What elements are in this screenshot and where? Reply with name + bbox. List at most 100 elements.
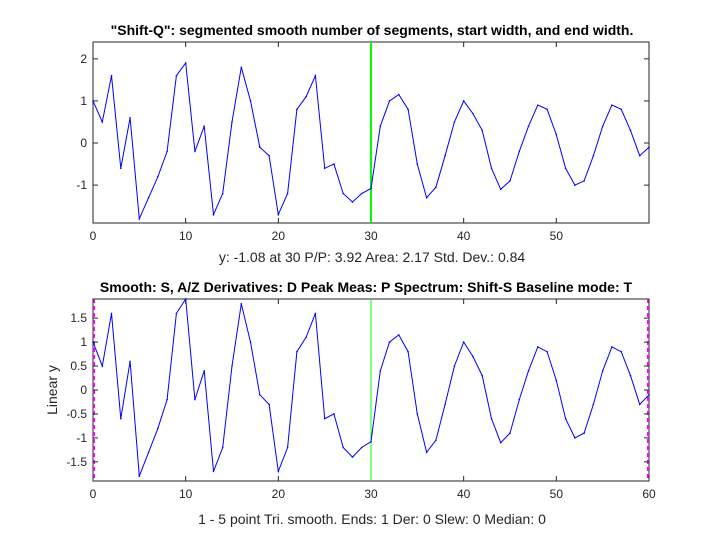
data-point: [194, 150, 196, 153]
x-tick-label: 10: [179, 229, 193, 243]
y-tick-label: 1: [80, 335, 87, 349]
data-point: [546, 350, 548, 353]
data-point: [101, 365, 104, 367]
x-tick-label: 40: [457, 229, 471, 243]
data-point: [333, 413, 335, 415]
data-point: [499, 188, 502, 191]
data-point: [286, 446, 289, 449]
bottom-panel-ticks: 0 10 20 30 40 50 60 -1.5 -1 -0.5 0 0.5 1 1.5: [66, 299, 656, 501]
data-point: [351, 201, 354, 203]
data-point: [110, 312, 113, 315]
data-point: [407, 350, 409, 353]
y-tick-label: 1: [80, 94, 87, 108]
data-point: [490, 417, 493, 420]
data-point: [546, 108, 548, 111]
data-point: [259, 146, 261, 149]
data-point: [286, 192, 289, 195]
data-point: [481, 129, 484, 132]
data-point: [138, 217, 141, 220]
data-point: [638, 403, 641, 406]
data-point: [166, 398, 168, 401]
data-point: [314, 74, 317, 77]
bottom-panel: Smooth: S, A/Z Derivatives: D Peak Meas:…: [44, 279, 656, 527]
data-point: [92, 341, 94, 343]
data-point: [370, 187, 372, 190]
data-point: [453, 365, 456, 367]
data-point: [472, 355, 474, 358]
y-tick-label: -1.5: [66, 455, 87, 469]
data-point: [333, 163, 335, 165]
y-tick-label: 0: [80, 136, 87, 150]
top-panel-stats: y: -1.08 at 30 P/P: 3.92 Area: 2.17 Std.…: [219, 249, 526, 265]
data-point: [527, 370, 530, 372]
x-tick-label: 20: [272, 487, 286, 501]
y-tick-label: -1: [76, 178, 87, 192]
data-point: [323, 417, 326, 420]
data-point: [398, 93, 400, 96]
data-point: [212, 213, 215, 216]
data-point: [537, 104, 539, 106]
data-point: [601, 125, 604, 127]
data-point: [240, 302, 243, 305]
data-point: [166, 150, 168, 153]
x-tick-label: 0: [90, 487, 97, 501]
data-point: [175, 74, 178, 77]
data-point: [416, 163, 419, 165]
data-point: [203, 125, 205, 127]
data-point: [147, 451, 150, 454]
data-point: [231, 121, 233, 123]
data-point: [648, 146, 650, 149]
y-tick-label: 2: [80, 52, 87, 66]
y-tick-label: 1.5: [70, 311, 87, 325]
data-point: [184, 298, 187, 300]
data-point: [370, 440, 372, 443]
data-point: [583, 180, 585, 182]
y-tick-label: -1: [76, 431, 87, 445]
data-point: [120, 417, 122, 420]
data-point: [129, 360, 131, 363]
data-point: [379, 125, 382, 127]
data-point: [537, 346, 539, 348]
data-point: [583, 432, 585, 434]
data-point: [360, 446, 363, 449]
top-panel-ticks: 0 10 20 30 40 50 -1 0 1 2: [76, 42, 649, 243]
data-point: [620, 350, 622, 353]
data-point: [444, 154, 446, 157]
data-point: [203, 370, 205, 372]
data-point: [351, 456, 354, 458]
data-point: [184, 62, 187, 64]
data-point: [509, 432, 511, 434]
data-point: [323, 167, 326, 170]
x-tick-label: 30: [364, 229, 378, 243]
x-tick-label: 0: [90, 229, 97, 243]
data-point: [611, 346, 613, 348]
data-point: [212, 470, 215, 473]
data-point: [138, 475, 141, 478]
data-point: [453, 121, 456, 123]
top-panel-title: "Shift-Q": segmented smooth number of se…: [111, 22, 634, 38]
bottom-panel-points: [92, 298, 650, 478]
data-point: [388, 341, 391, 343]
data-point: [249, 341, 252, 343]
data-point: [509, 180, 511, 182]
data-point: [157, 175, 159, 178]
data-point: [620, 108, 622, 111]
data-point: [407, 108, 409, 111]
data-point: [277, 470, 280, 473]
bottom-panel-ylabel: Linear y: [44, 365, 60, 415]
data-point: [425, 196, 428, 199]
data-point: [629, 374, 632, 377]
bottom-panel-title: Smooth: S, A/Z Derivatives: D Peak Meas:…: [100, 279, 633, 295]
data-point: [342, 446, 345, 449]
data-point: [574, 437, 576, 439]
data-point: [268, 403, 270, 406]
data-point: [518, 398, 521, 401]
data-point: [462, 341, 465, 343]
data-point: [499, 441, 502, 444]
data-point: [92, 100, 94, 102]
x-tick-label: 20: [272, 229, 286, 243]
data-point: [110, 74, 113, 77]
data-point: [435, 439, 437, 442]
data-point: [601, 370, 604, 372]
